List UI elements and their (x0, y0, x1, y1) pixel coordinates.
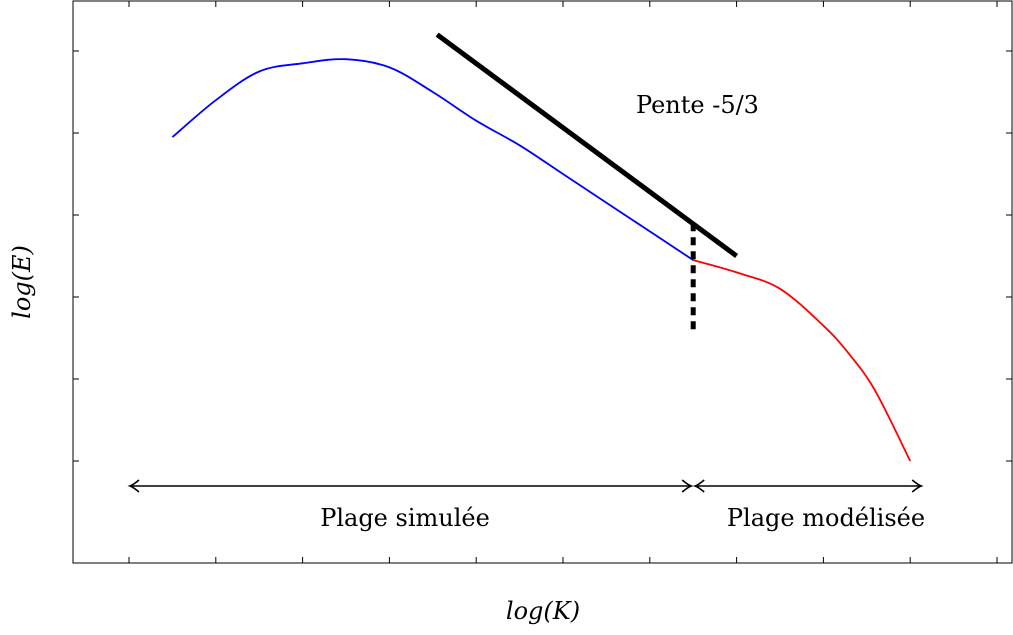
x-axis-title: log(K) (506, 597, 580, 625)
annotations: Pente -5/3 Plage simulée Plage modélisée (127, 32, 925, 532)
range-simulated-label: Plage simulée (320, 504, 490, 532)
data-series (171, 58, 912, 462)
reference-slope-label: Pente -5/3 (636, 91, 759, 119)
series-line-0 (171, 58, 694, 261)
range-simulated-right-head (681, 479, 694, 493)
series-line-1 (692, 259, 912, 462)
range-modeled-right-head (911, 479, 924, 493)
plot-frame (72, 0, 1013, 564)
range-simulated-left-head (127, 479, 140, 493)
range-modeled-left-head (692, 479, 705, 493)
y-axis-title: log(E) (8, 245, 36, 319)
axis-ticks (73, 1, 1012, 563)
range-modeled-label: Plage modélisée (727, 504, 925, 532)
reference-slope-line (435, 32, 739, 259)
